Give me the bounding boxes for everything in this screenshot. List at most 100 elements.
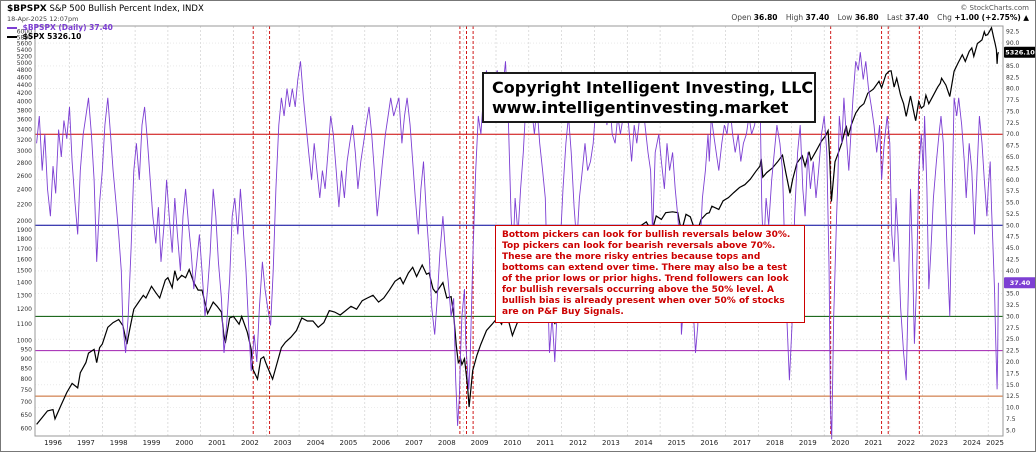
legend-spx: $SPX 5326.10 <box>7 32 81 41</box>
svg-text:1000: 1000 <box>17 338 32 345</box>
spx-last-price-box: 5326.10 <box>1004 46 1035 58</box>
svg-text:2018: 2018 <box>766 439 784 447</box>
svg-text:2008: 2008 <box>438 439 456 447</box>
svg-text:55.0: 55.0 <box>1006 200 1020 207</box>
svg-text:4000: 4000 <box>17 99 32 106</box>
svg-text:17.5: 17.5 <box>1006 370 1020 377</box>
svg-text:1300: 1300 <box>17 292 32 299</box>
open-label: Open <box>731 13 752 22</box>
svg-text:2005: 2005 <box>339 439 357 447</box>
svg-text:50.0: 50.0 <box>1006 222 1020 229</box>
open-value: 36.80 <box>753 13 778 22</box>
svg-text:2002: 2002 <box>241 439 259 447</box>
legend-bpspx: $BPSPX (Daily) 37.40 <box>7 23 113 32</box>
bpspx-last-price-box: 37.40 <box>1004 277 1035 289</box>
left-axis-labels: 6000580056005400520050004800460044004200… <box>17 29 32 433</box>
svg-text:27.5: 27.5 <box>1006 325 1020 332</box>
svg-text:90.0: 90.0 <box>1006 40 1020 47</box>
svg-text:900: 900 <box>21 356 33 363</box>
svg-text:60.0: 60.0 <box>1006 177 1020 184</box>
high-label: High <box>785 13 804 22</box>
svg-text:850: 850 <box>21 366 33 373</box>
svg-text:12.5: 12.5 <box>1006 393 1020 400</box>
svg-text:85.0: 85.0 <box>1006 63 1020 70</box>
svg-text:42.5: 42.5 <box>1006 257 1020 264</box>
svg-text:1400: 1400 <box>17 280 32 287</box>
svg-text:2007: 2007 <box>405 439 423 447</box>
svg-text:1100: 1100 <box>17 321 32 328</box>
copyright-line2: www.intelligentinvesting.market <box>492 97 789 117</box>
svg-text:2004: 2004 <box>307 439 325 447</box>
low-value: 36.80 <box>854 13 879 22</box>
svg-text:70.0: 70.0 <box>1006 131 1020 138</box>
svg-text:4400: 4400 <box>17 82 32 89</box>
svg-text:37.40: 37.40 <box>1010 279 1031 287</box>
svg-text:2200: 2200 <box>17 202 32 209</box>
svg-text:2023: 2023 <box>930 439 948 447</box>
svg-text:2800: 2800 <box>17 160 32 167</box>
svg-text:700: 700 <box>21 399 33 406</box>
svg-text:1997: 1997 <box>77 439 95 447</box>
svg-text:6000: 6000 <box>17 29 32 36</box>
strategy-note-box: Bottom pickers can look for bullish reve… <box>495 225 805 323</box>
svg-text:600: 600 <box>21 426 33 433</box>
legend-spx-value: 5326.10 <box>47 32 82 41</box>
svg-text:2013: 2013 <box>602 439 620 447</box>
svg-text:1600: 1600 <box>17 257 32 264</box>
svg-text:950: 950 <box>21 346 33 353</box>
chart-symbol: $BPSPX <box>7 4 47 14</box>
chart-datetime: 18-Apr-2025 12:07pm <box>7 15 79 23</box>
last-label: Last <box>886 13 903 22</box>
svg-text:4800: 4800 <box>17 67 32 74</box>
svg-text:1999: 1999 <box>143 439 161 447</box>
svg-text:25.0: 25.0 <box>1006 336 1020 343</box>
svg-text:65.0: 65.0 <box>1006 154 1020 161</box>
svg-text:2015: 2015 <box>668 439 686 447</box>
svg-text:3200: 3200 <box>17 137 32 144</box>
bpspx-line <box>36 52 999 440</box>
svg-text:92.5: 92.5 <box>1006 29 1020 36</box>
svg-text:67.5: 67.5 <box>1006 143 1020 150</box>
svg-text:75.0: 75.0 <box>1006 108 1020 115</box>
svg-text:2017: 2017 <box>733 439 751 447</box>
svg-text:62.5: 62.5 <box>1006 165 1020 172</box>
svg-text:5600: 5600 <box>17 41 32 48</box>
copyright-annotation-box: Copyright Intelligent Investing, LLC www… <box>482 72 816 124</box>
svg-text:5.0: 5.0 <box>1006 427 1016 434</box>
svg-text:2001: 2001 <box>208 439 226 447</box>
legend-bpspx-label: $BPSPX (Daily) <box>22 23 87 32</box>
svg-text:2021: 2021 <box>864 439 882 447</box>
quote-line: Open 36.80 High 37.40 Low 36.80 Last 37.… <box>725 13 1029 22</box>
svg-text:1800: 1800 <box>17 236 32 243</box>
svg-text:1700: 1700 <box>17 246 32 253</box>
svg-text:1998: 1998 <box>110 439 128 447</box>
svg-text:650: 650 <box>21 412 33 419</box>
svg-text:5000: 5000 <box>17 60 32 67</box>
svg-text:4600: 4600 <box>17 75 32 82</box>
low-label: Low <box>837 13 853 22</box>
svg-text:1996: 1996 <box>44 439 62 447</box>
svg-text:2011: 2011 <box>536 439 554 447</box>
svg-text:2014: 2014 <box>635 439 653 447</box>
svg-text:2016: 2016 <box>700 439 718 447</box>
x-axis-labels: 1996 1997 1998 1999 2000 2001 2002 2003 2004 2005… <box>44 439 1004 447</box>
svg-text:5326.10: 5326.10 <box>1005 49 1035 57</box>
chg-up-arrow-icon: ▲ <box>1023 13 1029 22</box>
legend-bpspx-value: 37.40 <box>89 23 113 32</box>
svg-text:1200: 1200 <box>17 306 32 313</box>
svg-text:72.5: 72.5 <box>1006 120 1020 127</box>
svg-text:80.0: 80.0 <box>1006 86 1020 93</box>
svg-text:2400: 2400 <box>17 187 32 194</box>
plot-border <box>34 25 1004 437</box>
svg-text:47.5: 47.5 <box>1006 234 1020 241</box>
last-value: 37.40 <box>904 13 929 22</box>
svg-text:2022: 2022 <box>897 439 915 447</box>
right-axis-labels: 5.0 7.5 10.0 12.5 15.0 17.5 20.0 22.5 25.0 27.5 30… <box>1006 29 1020 435</box>
svg-text:2019: 2019 <box>799 439 817 447</box>
svg-text:5800: 5800 <box>17 35 32 42</box>
svg-text:4200: 4200 <box>17 90 32 97</box>
svg-text:10.0: 10.0 <box>1006 405 1020 412</box>
svg-text:40.0: 40.0 <box>1006 268 1020 275</box>
svg-text:32.5: 32.5 <box>1006 302 1020 309</box>
